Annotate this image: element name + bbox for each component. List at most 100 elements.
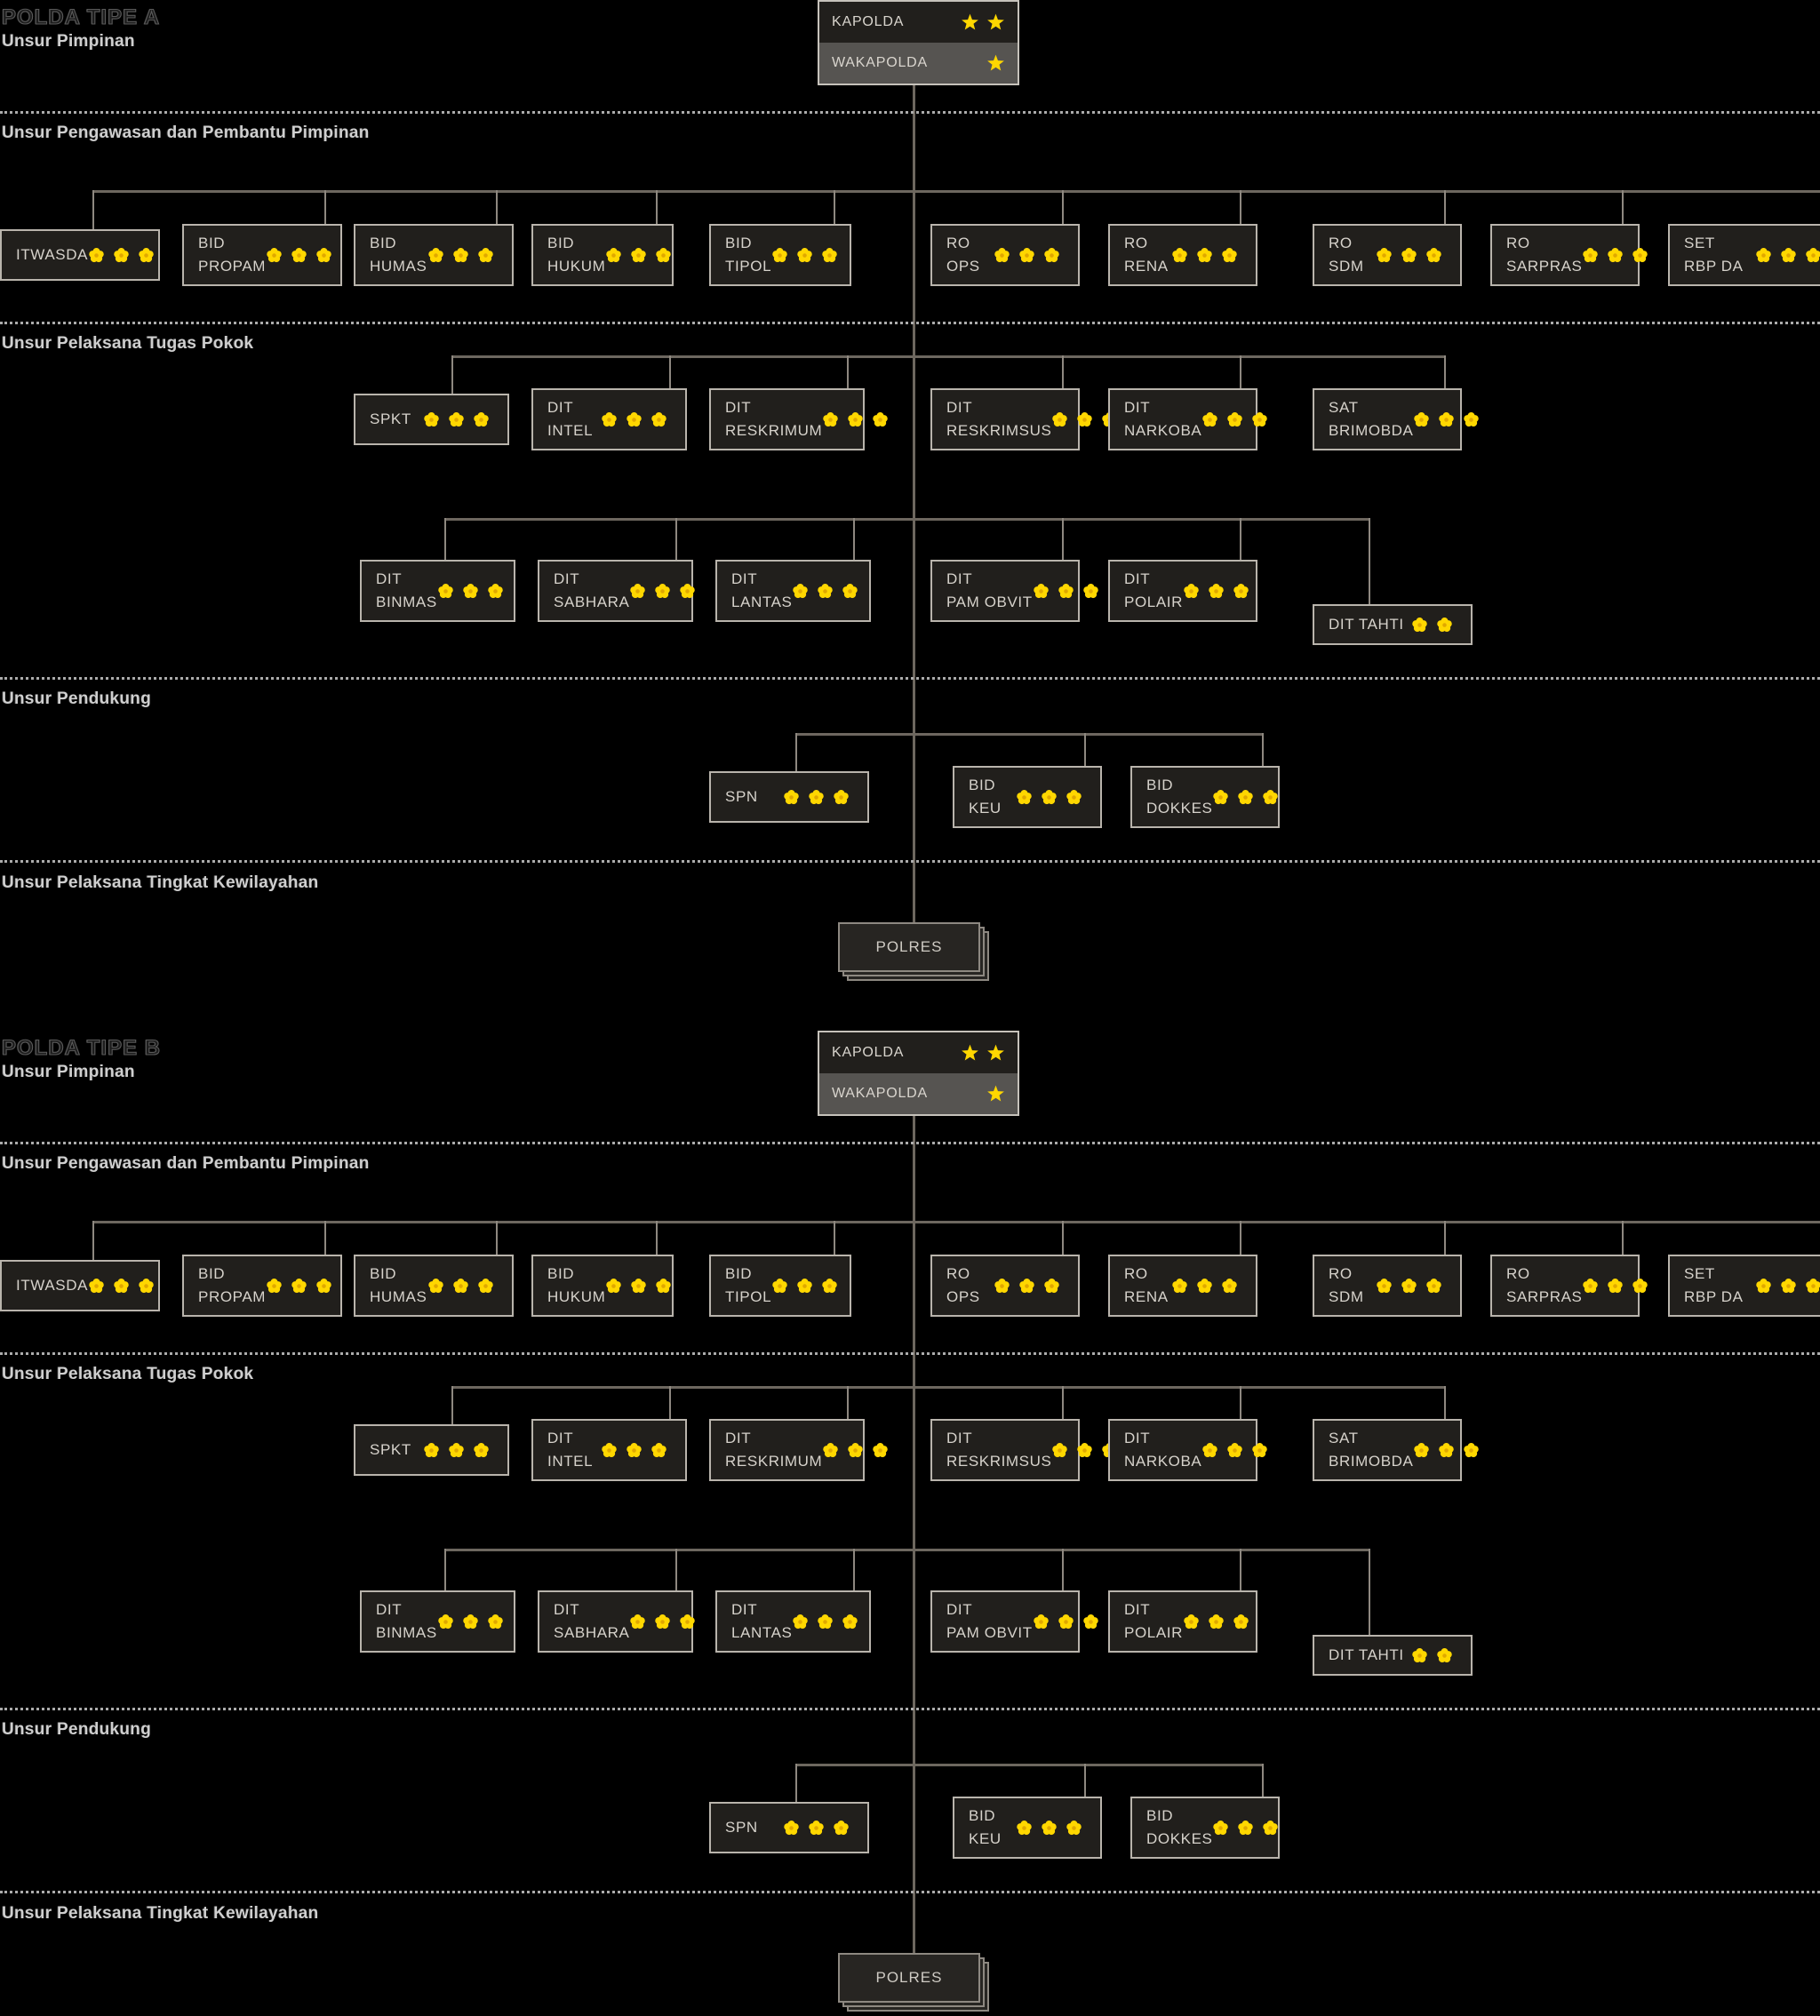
melati-flower-icon [1411, 1647, 1428, 1664]
band-label-tipe-a-kewilayahan: Unsur Pelaksana Tingkat Kewilayahan [2, 873, 319, 892]
unit-tipe-b-itwasda[interactable]: ITWASDA [0, 1260, 160, 1311]
melati-flower-icon [817, 1614, 834, 1630]
unit-tipe-a-bid-dokkes[interactable]: BID DOKKES [1130, 766, 1280, 828]
unit-tipe-b-bid-tipol[interactable]: BID TIPOL [709, 1255, 851, 1317]
unit-tipe-a-dit-polair[interactable]: DIT POLAIR [1108, 560, 1257, 622]
unit-tipe-a-itwasda[interactable]: ITWASDA [0, 229, 160, 281]
unit-tipe-a-dit-binmas[interactable]: DIT BINMAS [360, 560, 515, 622]
polres-card[interactable]: POLRES [838, 922, 980, 972]
unit-tipe-b-dit-tahti-insignia-group [1411, 1647, 1457, 1664]
unit-tipe-b-spkt[interactable]: SPKT [354, 1424, 509, 1476]
unit-tipe-a-ro-sdm[interactable]: RO SDM [1313, 224, 1462, 286]
unit-tipe-b-spkt-insignia-group [423, 1442, 493, 1459]
unit-tipe-b-dit-reskrimum[interactable]: DIT RESKRIMUM [709, 1419, 889, 1481]
unit-tipe-b-spn[interactable]: SPN [709, 1802, 869, 1853]
drop-tipe-b-pengawasan-7 [1444, 1221, 1446, 1255]
melati-flower-icon [1438, 1442, 1455, 1459]
unit-label: DIT RESKRIMUM [725, 398, 823, 439]
melati-flower-icon [1082, 1614, 1099, 1630]
melati-flower-icon [783, 1820, 800, 1837]
unit-tipe-a-bid-humas[interactable]: BID HUMAS [354, 224, 514, 286]
unit-tipe-a-dit-reskrimsus[interactable]: DIT RESKRIMSUS [930, 388, 1118, 450]
melati-flower-icon [1051, 1442, 1068, 1459]
unit-tipe-a-dit-tahti[interactable]: DIT TAHTI [1313, 604, 1473, 645]
leadership-row-kapolda[interactable]: KAPOLDA [819, 2, 1018, 43]
unit-tipe-a-dit-lantas[interactable]: DIT LANTAS [715, 560, 871, 622]
melati-flower-icon [487, 583, 504, 600]
unit-tipe-a-ro-ops[interactable]: RO OPS [930, 224, 1080, 286]
unit-tipe-b-ro-ops[interactable]: RO OPS [930, 1255, 1080, 1317]
melati-flower-icon [266, 247, 283, 264]
melati-flower-icon [1632, 1278, 1648, 1295]
unit-tipe-b-bid-hukum-insignia-group [605, 1278, 675, 1295]
melati-flower-icon [833, 789, 850, 806]
unit-tipe-a-itwasda-insignia-group [88, 247, 158, 264]
melati-flower-icon [1076, 411, 1093, 428]
unit-tipe-b-ro-rena[interactable]: RO RENA [1108, 1255, 1257, 1317]
polres-card-stack-tipe-b[interactable]: POLRES [838, 1953, 994, 2015]
unit-tipe-a-bid-hukum[interactable]: BID HUKUM [531, 224, 674, 286]
melati-flower-icon [1183, 583, 1200, 600]
drop-tipe-a-pelaksana1-5 [1444, 355, 1446, 388]
unit-tipe-a-bid-propam[interactable]: BID PROPAM [182, 224, 342, 286]
unit-tipe-a-dit-sabhara[interactable]: DIT SABHARA [538, 560, 696, 622]
unit-tipe-a-set-rbp-da[interactable]: SET RBP DA [1668, 224, 1820, 286]
star-icon [986, 54, 1005, 73]
unit-tipe-a-dit-intel-insignia-group [601, 411, 671, 428]
drop-tipe-a-pengawasan-3 [656, 190, 658, 224]
unit-tipe-b-dit-lantas[interactable]: DIT LANTAS [715, 1590, 871, 1653]
unit-label: DIT NARKOBA [1124, 1429, 1202, 1470]
branch-bar-tipe-b-pengawasan-right [913, 1221, 1820, 1223]
leadership-row-wakapolda[interactable]: WAKAPOLDA [819, 43, 1018, 84]
unit-tipe-b-bid-dokkes[interactable]: BID DOKKES [1130, 1797, 1280, 1859]
unit-tipe-a-bid-tipol[interactable]: BID TIPOL [709, 224, 851, 286]
unit-tipe-b-bid-hukum[interactable]: BID HUKUM [531, 1255, 674, 1317]
melati-flower-icon [1212, 1820, 1229, 1837]
drop-tipe-a-pengawasan-6 [1240, 190, 1241, 224]
unit-tipe-b-dit-narkoba[interactable]: DIT NARKOBA [1108, 1419, 1268, 1481]
section-title-tipe-a: POLDA TIPE A [1, 4, 161, 29]
polres-card[interactable]: POLRES [838, 1953, 980, 2003]
melati-flower-icon [771, 247, 788, 264]
unit-tipe-a-sat-brimobda[interactable]: SAT BRIMOBDA [1313, 388, 1480, 450]
melati-flower-icon [1607, 1278, 1624, 1295]
unit-tipe-b-dit-sabhara[interactable]: DIT SABHARA [538, 1590, 696, 1653]
melati-flower-icon [88, 1278, 105, 1295]
melati-flower-icon [679, 1614, 696, 1630]
unit-tipe-b-bid-humas[interactable]: BID HUMAS [354, 1255, 514, 1317]
leadership-row-wakapolda[interactable]: WAKAPOLDA [819, 1073, 1018, 1114]
unit-tipe-b-dit-reskrimsus[interactable]: DIT RESKRIMSUS [930, 1419, 1118, 1481]
unit-tipe-b-dit-polair[interactable]: DIT POLAIR [1108, 1590, 1257, 1653]
unit-tipe-a-spkt[interactable]: SPKT [354, 394, 509, 445]
unit-tipe-a-spn-insignia-group [783, 789, 853, 806]
unit-tipe-b-dit-binmas[interactable]: DIT BINMAS [360, 1590, 515, 1653]
unit-tipe-a-dit-pam-obvit[interactable]: DIT PAM OBVIT [930, 560, 1098, 622]
unit-tipe-b-bid-humas-insignia-group [427, 1278, 498, 1295]
unit-tipe-b-dit-pam-obvit[interactable]: DIT PAM OBVIT [930, 1590, 1098, 1653]
unit-tipe-b-sat-brimobda[interactable]: SAT BRIMOBDA [1313, 1419, 1480, 1481]
unit-tipe-b-dit-intel-insignia-group [601, 1442, 671, 1459]
unit-tipe-a-bid-keu[interactable]: BID KEU [953, 766, 1102, 828]
unit-tipe-b-bid-keu[interactable]: BID KEU [953, 1797, 1102, 1859]
unit-tipe-a-ro-sarpras[interactable]: RO SARPRAS [1490, 224, 1648, 286]
branch-bar-tipe-a-pengawasan-right [913, 190, 1820, 193]
unit-tipe-b-set-rbp-da[interactable]: SET RBP DA [1668, 1255, 1820, 1317]
unit-tipe-b-ro-sdm[interactable]: RO SDM [1313, 1255, 1462, 1317]
unit-tipe-b-bid-propam[interactable]: BID PROPAM [182, 1255, 342, 1317]
leadership-row-kapolda[interactable]: KAPOLDA [819, 1032, 1018, 1073]
unit-tipe-b-dit-intel[interactable]: DIT INTEL [531, 1419, 687, 1481]
unit-tipe-a-dit-narkoba[interactable]: DIT NARKOBA [1108, 388, 1268, 450]
unit-tipe-b-dit-tahti[interactable]: DIT TAHTI [1313, 1635, 1473, 1676]
unit-label: DIT RESKRIMSUS [946, 398, 1052, 439]
unit-tipe-a-dit-intel[interactable]: DIT INTEL [531, 388, 687, 450]
unit-tipe-a-dit-reskrimum[interactable]: DIT RESKRIMUM [709, 388, 889, 450]
melati-flower-icon [1376, 247, 1393, 264]
unit-tipe-a-spn[interactable]: SPN [709, 771, 869, 823]
melati-flower-icon [822, 411, 839, 428]
unit-label: BID PROPAM [198, 234, 267, 275]
polres-card-stack-tipe-a[interactable]: POLRES [838, 922, 994, 984]
unit-tipe-a-ro-sarpras-insignia-group [1582, 247, 1652, 264]
drop-tipe-b-pelaksana1-1 [669, 1386, 671, 1419]
unit-tipe-b-ro-sarpras[interactable]: RO SARPRAS [1490, 1255, 1648, 1317]
unit-tipe-a-ro-rena[interactable]: RO RENA [1108, 224, 1257, 286]
